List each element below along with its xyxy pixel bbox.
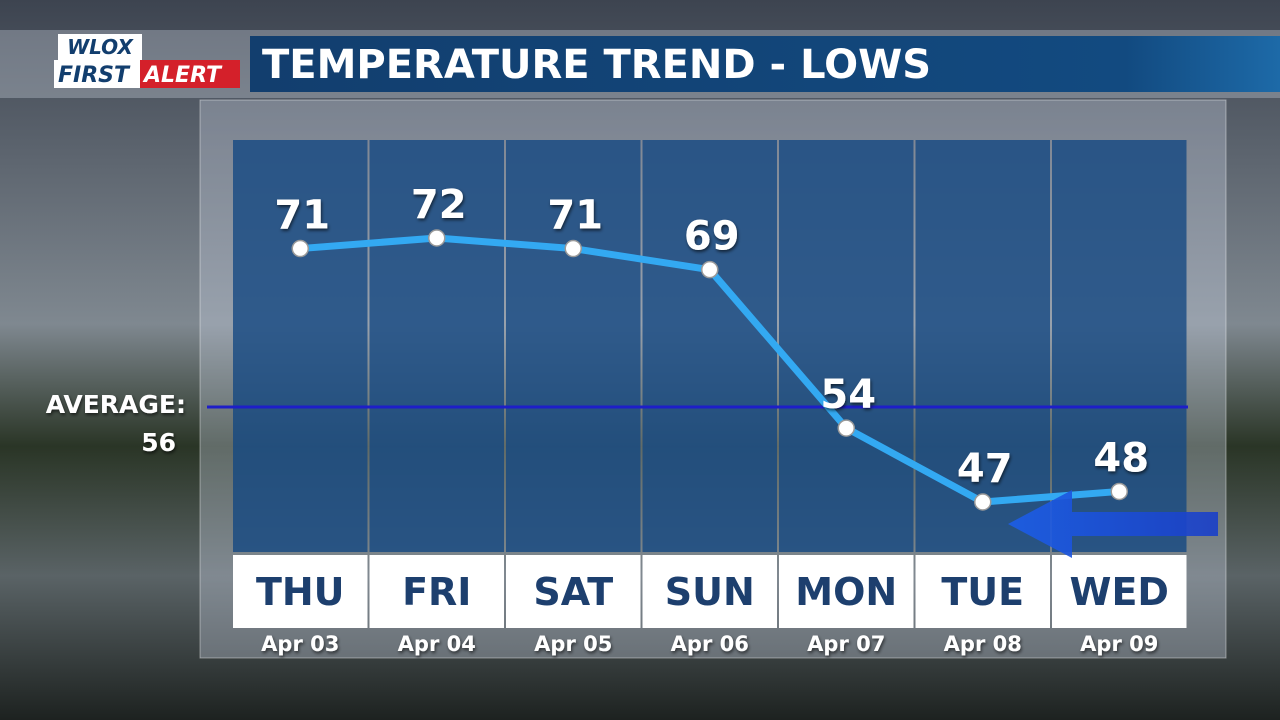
date-label: Apr 06 xyxy=(671,632,749,656)
day-box xyxy=(369,555,504,628)
value-label: 69 xyxy=(684,214,740,260)
x-tick-label: THU xyxy=(256,570,345,614)
value-label: 48 xyxy=(1093,435,1149,481)
day-box xyxy=(779,555,914,628)
chart-title: TEMPERATURE TREND - LOWS xyxy=(262,42,931,88)
column xyxy=(779,140,914,552)
day-box xyxy=(233,555,368,628)
date-label: Apr 03 xyxy=(261,632,339,656)
date-label: Apr 04 xyxy=(398,632,476,656)
logo: WLOX FIRST ALERT xyxy=(54,34,240,88)
title-bar xyxy=(250,36,1280,92)
column xyxy=(506,140,641,552)
value-label: 71 xyxy=(274,193,330,239)
average-label: AVERAGE: xyxy=(46,390,186,419)
logo-top: WLOX xyxy=(67,35,134,59)
column xyxy=(233,140,368,552)
x-tick-label: FRI xyxy=(402,570,471,614)
logo-box xyxy=(58,34,142,60)
point xyxy=(291,239,309,258)
x-tick-label: SUN xyxy=(665,570,755,614)
point xyxy=(564,239,582,258)
column xyxy=(642,140,777,552)
point xyxy=(701,260,719,279)
x-tick-label: TUE xyxy=(941,570,1024,614)
day-box xyxy=(915,555,1050,628)
column xyxy=(369,140,504,552)
day-box xyxy=(506,555,641,628)
logo-red xyxy=(140,60,240,88)
value-label: 72 xyxy=(411,182,467,228)
date-label: Apr 05 xyxy=(534,632,612,656)
value-label: 47 xyxy=(957,446,1013,492)
day-box xyxy=(1052,555,1187,628)
point xyxy=(428,229,446,247)
date-label: Apr 07 xyxy=(807,632,885,656)
x-tick-label: MON xyxy=(795,570,897,614)
point xyxy=(1110,482,1128,501)
value-label: 54 xyxy=(820,372,876,418)
x-tick-label: WED xyxy=(1070,570,1169,614)
arrow xyxy=(1008,490,1218,558)
column xyxy=(915,140,1050,552)
point xyxy=(974,493,992,511)
average-value: 56 xyxy=(141,428,176,457)
logo-alert: ALERT xyxy=(142,63,223,88)
point xyxy=(837,419,855,437)
logo-first: FIRST xyxy=(58,63,131,88)
x-tick-label: SAT xyxy=(533,570,613,614)
day-box xyxy=(642,555,777,628)
value-label: 71 xyxy=(547,193,603,239)
date-label: Apr 08 xyxy=(944,632,1022,656)
date-label: Apr 09 xyxy=(1080,632,1158,656)
columns: THU Apr 03 FRI Apr 04 SAT Apr 05 SUN Apr 06 MON A… xyxy=(233,140,1187,656)
